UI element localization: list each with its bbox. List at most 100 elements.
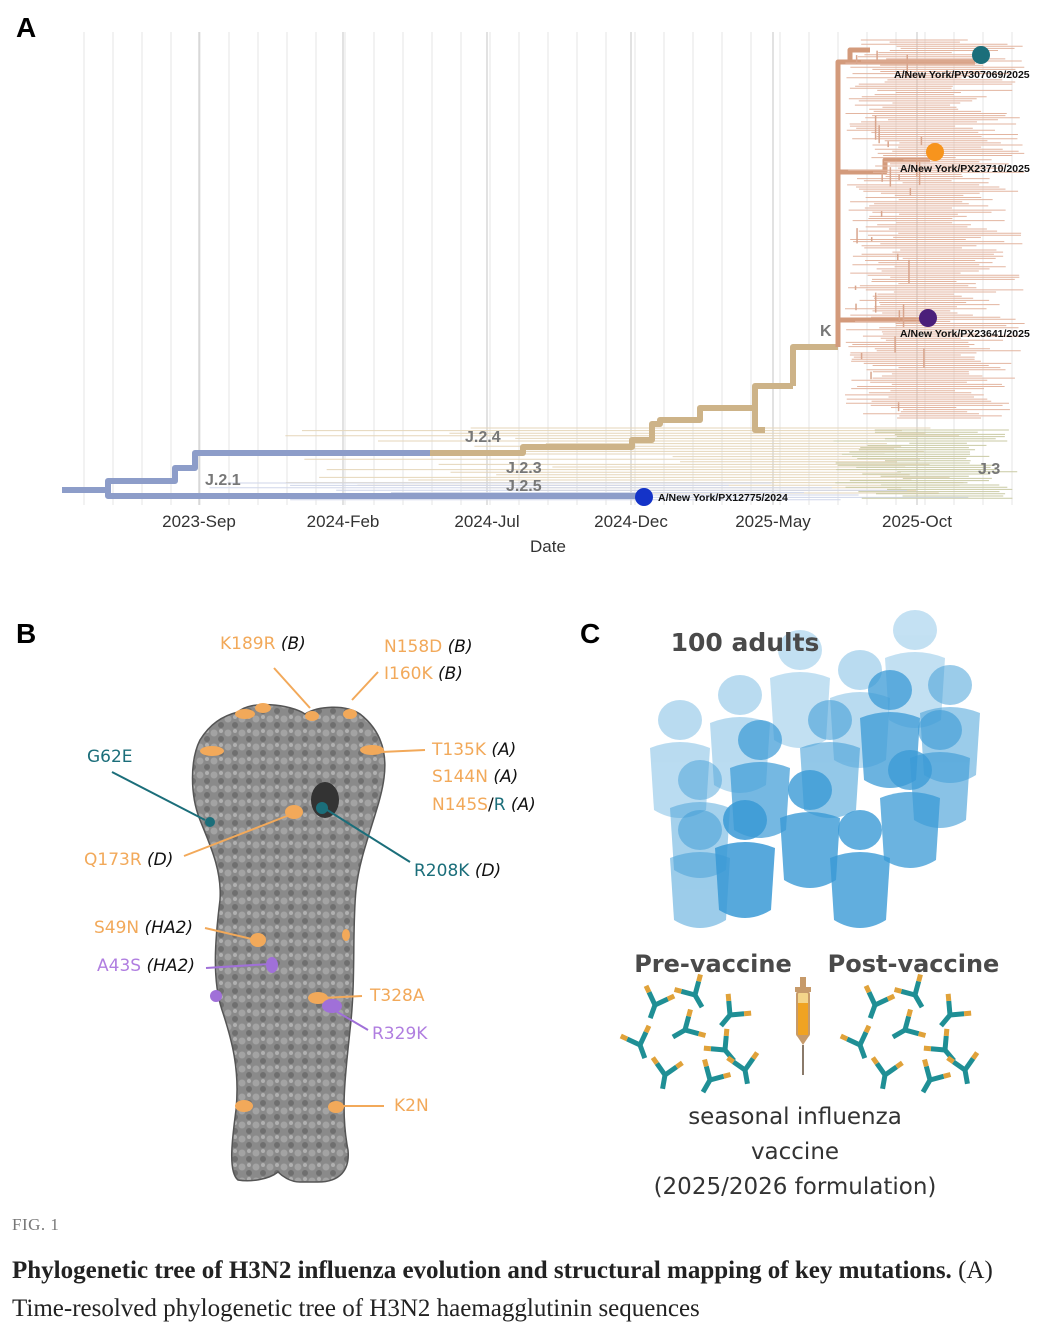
teal-patches [205,802,328,827]
clade-label-j3: J.3 [978,461,1000,478]
x-tick-label: 2024-Jul [454,512,519,531]
label-s144n: S144N (A) [432,767,518,787]
mut-r329k: R329K [372,1024,428,1044]
strain-dot-px23641 [919,309,937,327]
antibody-icon [619,1024,652,1060]
ha-trimer-surface [191,703,386,1183]
antibody-icon [920,1058,952,1094]
people-icons [650,610,980,928]
label-k189r: K189R (B) [220,634,306,654]
antibody-icon [643,984,676,1020]
mut-k189r: K189R [220,634,276,654]
post-vaccine-label: Post-vaccine [827,950,1000,978]
label-n158d: N158D (B) [384,637,473,657]
caption-bold: Phylogenetic tree of H3N2 influenza evol… [12,1257,952,1284]
panel-c-letter: C [580,618,601,649]
antibody-icon [893,973,925,1009]
mut-a43s: A43S [97,956,142,976]
label-r329k: R329K [372,1024,427,1044]
label-g62e: G62E [87,747,133,767]
mut-k2n: K2N [394,1096,429,1116]
antibody-icon [946,1051,980,1085]
clade-j24-branches [430,344,838,456]
strain-dot-pv307069 [972,46,990,64]
panel-c-title: 100 adults [670,628,820,657]
antibody-icon [726,1051,760,1085]
mut-r: R [493,795,506,815]
clade-label-j25: J.2.5 [506,478,542,495]
strain-label-px23710: A/New York/PX23710/2025 [900,163,1030,175]
strain-dot-px12775 [635,488,653,506]
antibody-icon [671,1008,707,1040]
person-icon [830,810,890,928]
antibody-icon [719,993,752,1028]
site-a: (A) [493,767,519,787]
antibody-icon [700,1058,732,1094]
leader-lines [111,667,426,1107]
clade-label-j23: J.2.3 [506,460,542,477]
clade-label-j21: J.2.1 [205,472,241,489]
antibody-icon [703,1028,736,1063]
slash: / [487,795,494,815]
mut-n145s: N145S [432,795,488,815]
person-icon [780,770,840,888]
caption-rest: (A) Time-resolved phylogenetic tree of H… [12,1257,993,1322]
mut-t328a: T328A [370,986,425,1006]
mut-s144n: S144N [432,767,488,787]
label-t328a: T328A [370,986,424,1006]
antibody-icon [839,1024,872,1060]
antibody-icon [891,1008,927,1040]
site-a: (A) [491,740,517,760]
antibodies-pre [619,973,760,1094]
strain-dot-px23710 [926,143,944,161]
site-ha2: (HA2) [144,918,194,938]
label-s49n: S49N (HA2) [94,918,193,938]
antibody-icon [870,1056,904,1090]
x-tick-label: 2024-Dec [594,512,668,531]
clade-j3-leaves [833,429,1018,499]
person-icon [880,750,940,868]
site-a: (A) [510,795,536,815]
mut-g62e: G62E [87,747,133,767]
mut-t135k: T135K [432,740,486,760]
label-t135k: T135K (A) [432,740,516,760]
syringe-icon [795,977,811,1075]
vaccine-line-3: (2025/2026 formulation) [653,1174,937,1200]
clade-k-leaves [845,39,1025,419]
x-tick-label: 2025-Oct [882,512,952,531]
site-d: (D) [147,850,174,870]
mutation-patches [200,703,384,1113]
person-icon [650,700,710,818]
purple-patches [210,957,342,1013]
panel-a-letter: A [16,12,37,43]
person-icon [670,810,730,928]
label-r208k: R208K (D) [414,861,501,881]
panel-b-letter: B [16,618,37,649]
person-icon [885,610,945,728]
strain-label-px23641: A/New York/PX23641/2025 [900,328,1030,340]
site-d: (D) [474,861,502,881]
x-tick-label: 2024-Feb [307,512,380,531]
mut-s49n: S49N [94,918,140,938]
tree-gridlines [83,32,1013,505]
antibody-icon [863,984,896,1020]
antibody-icon [650,1056,684,1090]
vaccine-line-1: seasonal influenza [688,1104,902,1130]
x-axis-title: Date [530,537,566,556]
x-tick-label: 2023-Sep [162,512,236,531]
site-b: (B) [280,634,306,654]
label-n145s: N145S/R (A) [432,795,536,815]
strain-label-px12775: A/New York/PX12775/2024 [658,492,788,504]
figure-caption: Phylogenetic tree of H3N2 influenza evol… [12,1252,1052,1328]
site-b: (B) [438,664,463,684]
antibody-icon [673,973,705,1009]
label-k2n: K2N [394,1096,429,1116]
pre-vaccine-label: Pre-vaccine [634,950,792,978]
vaccine-line-2: vaccine [750,1139,840,1165]
phylogenetic-tree: A/New York/PV307069/2025 A/New York/PX23… [62,32,1030,556]
antibodies-post [839,973,980,1094]
tree-faint-branches [209,427,969,501]
strain-label-pv307069: A/New York/PV307069/2025 [894,69,1030,81]
